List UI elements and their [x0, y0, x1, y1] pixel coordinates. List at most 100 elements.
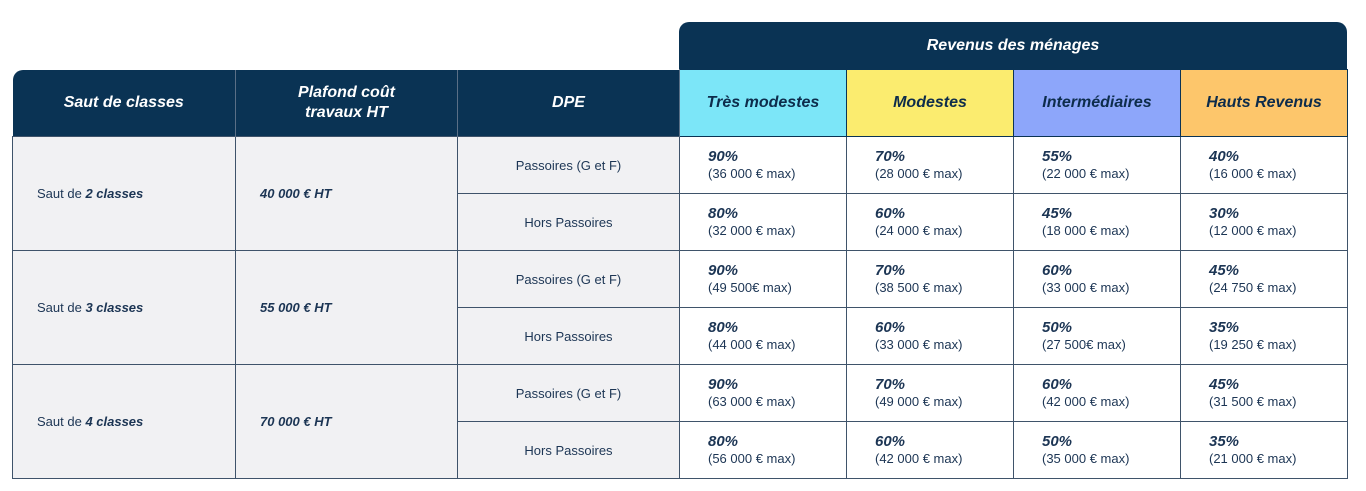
rate-max-amount: (18 000 € max)	[1042, 223, 1130, 238]
rate-percent: 80%	[708, 319, 739, 336]
dpe-cell: Hors Passoires	[457, 307, 680, 365]
rate-max-amount: (42 000 € max)	[875, 451, 963, 466]
saut-classes: 2 classes	[85, 186, 144, 201]
rate-cell: 60% (33 000 € max)	[846, 307, 1014, 365]
rate-max-amount: (35 000 € max)	[1042, 451, 1130, 466]
rate-cell: 60% (42 000 € max)	[1013, 364, 1181, 422]
header-hauts-revenus: Hauts Revenus	[1180, 69, 1348, 137]
saut-classes: 4 classes	[85, 414, 144, 429]
rate-max-amount: (33 000 € max)	[875, 337, 963, 352]
rate-max-amount: (42 000 € max)	[1042, 394, 1130, 409]
header-plafond-line2: travaux HT	[305, 103, 388, 121]
table-row: Saut de 3 classes 55 000 € HT Passoires (G…	[12, 250, 1348, 365]
revenus-super-header: Revenus des ménages	[679, 22, 1347, 70]
header-plafond-line1: Plafond coût	[298, 83, 395, 101]
saut-prefix: Saut de	[37, 186, 86, 201]
rate-max-amount: (36 000 € max)	[708, 166, 796, 181]
rate-percent: 60%	[875, 205, 906, 222]
rate-cell: 35% (19 250 € max)	[1180, 307, 1348, 365]
rate-cell: 50% (27 500€ max)	[1013, 307, 1181, 365]
header-plafond: Plafond coût travaux HT	[235, 69, 458, 137]
rate-max-amount: (12 000 € max)	[1209, 223, 1297, 238]
rate-percent: 90%	[708, 148, 739, 165]
rate-max-amount: (28 000 € max)	[875, 166, 963, 181]
rate-cell: 45% (18 000 € max)	[1013, 193, 1181, 251]
header-intermediaires: Intermédiaires	[1013, 69, 1181, 137]
plafond-cell: 40 000 € HT	[235, 136, 458, 251]
rate-percent: 80%	[708, 205, 739, 222]
rate-cell: 70% (28 000 € max)	[846, 136, 1014, 194]
rate-max-amount: (24 000 € max)	[875, 223, 963, 238]
rate-cell: 70% (49 000 € max)	[846, 364, 1014, 422]
rate-cell: 55% (22 000 € max)	[1013, 136, 1181, 194]
table-row: Hors Passoires 80% (32 000 € max) 60% (24 00…	[13, 193, 1348, 251]
rate-percent: 60%	[875, 433, 906, 450]
rate-max-amount: (38 500 € max)	[875, 280, 963, 295]
rate-cell: 60% (24 000 € max)	[846, 193, 1014, 251]
rate-cell: 50% (35 000 € max)	[1013, 421, 1181, 479]
rate-cell: 60% (33 000 € max)	[1013, 250, 1181, 308]
plafond-cell: 55 000 € HT	[235, 250, 458, 365]
rate-percent: 90%	[708, 376, 739, 393]
rate-max-amount: (44 000 € max)	[708, 337, 796, 352]
rate-max-amount: (21 000 € max)	[1209, 451, 1297, 466]
rate-cell: 45% (31 500 € max)	[1180, 364, 1348, 422]
rate-cell: 80% (32 000 € max)	[679, 193, 847, 251]
table-row: Hors Passoires 80% (56 000 € max) 60% (42 00…	[13, 421, 1348, 479]
dpe-cell: Passoires (G et F)	[457, 364, 680, 422]
rate-cell: 80% (56 000 € max)	[679, 421, 847, 479]
rate-max-amount: (63 000 € max)	[708, 394, 796, 409]
rate-cell: 90% (36 000 € max)	[679, 136, 847, 194]
saut-classes: 3 classes	[85, 300, 144, 315]
rate-max-amount: (16 000 € max)	[1209, 166, 1297, 181]
rate-percent: 60%	[1042, 376, 1073, 393]
rate-max-amount: (19 250 € max)	[1209, 337, 1297, 352]
rate-percent: 40%	[1209, 148, 1240, 165]
rate-percent: 60%	[1042, 262, 1073, 279]
rate-max-amount: (24 750 € max)	[1209, 280, 1297, 295]
rate-cell: 60% (42 000 € max)	[846, 421, 1014, 479]
rate-percent: 35%	[1209, 319, 1240, 336]
rate-cell: 30% (12 000 € max)	[1180, 193, 1348, 251]
rate-percent: 70%	[875, 262, 906, 279]
rate-max-amount: (49 000 € max)	[875, 394, 963, 409]
rate-percent: 35%	[1209, 433, 1240, 450]
header-row: Saut de classes Plafond coût travaux HT …	[12, 69, 1348, 137]
rate-max-amount: (32 000 € max)	[708, 223, 796, 238]
rate-percent: 50%	[1042, 433, 1073, 450]
table-row: Hors Passoires 80% (44 000 € max) 60% (33 00…	[13, 307, 1348, 365]
rate-max-amount: (22 000 € max)	[1042, 166, 1130, 181]
saut-cell: Saut de 3 classes	[12, 250, 236, 365]
rate-percent: 55%	[1042, 148, 1073, 165]
rate-max-amount: (27 500€ max)	[1042, 337, 1126, 352]
rate-max-amount: (56 000 € max)	[708, 451, 796, 466]
table-body: Saut de 2 classes 40 000 € HT Passoires (G…	[12, 136, 1348, 479]
table-row: Saut de 2 classes 40 000 € HT Passoires (G…	[12, 136, 1348, 251]
rate-percent: 70%	[875, 148, 906, 165]
rate-cell: 35% (21 000 € max)	[1180, 421, 1348, 479]
rate-cell: 40% (16 000 € max)	[1180, 136, 1348, 194]
saut-prefix: Saut de	[37, 300, 86, 315]
rate-percent: 30%	[1209, 205, 1240, 222]
rate-cell: 90% (63 000 € max)	[679, 364, 847, 422]
header-saut: Saut de classes	[12, 69, 236, 137]
rate-max-amount: (33 000 € max)	[1042, 280, 1130, 295]
rate-percent: 70%	[875, 376, 906, 393]
header-modestes: Modestes	[846, 69, 1014, 137]
rate-percent: 45%	[1209, 376, 1240, 393]
dpe-cell: Passoires (G et F)	[457, 136, 680, 194]
rate-percent: 45%	[1209, 262, 1240, 279]
rate-percent: 90%	[708, 262, 739, 279]
table-row: Saut de 4 classes 70 000 € HT Passoires (G…	[12, 364, 1348, 479]
rate-percent: 50%	[1042, 319, 1073, 336]
dpe-cell: Hors Passoires	[457, 193, 680, 251]
aid-rates-table: Saut de classes Plafond coût travaux HT …	[12, 69, 1348, 479]
saut-cell: Saut de 2 classes	[12, 136, 236, 251]
rate-cell: 90% (49 500€ max)	[679, 250, 847, 308]
saut-prefix: Saut de	[37, 414, 86, 429]
rate-max-amount: (31 500 € max)	[1209, 394, 1297, 409]
header-dpe: DPE	[457, 69, 680, 137]
rate-cell: 80% (44 000 € max)	[679, 307, 847, 365]
saut-cell: Saut de 4 classes	[12, 364, 236, 479]
